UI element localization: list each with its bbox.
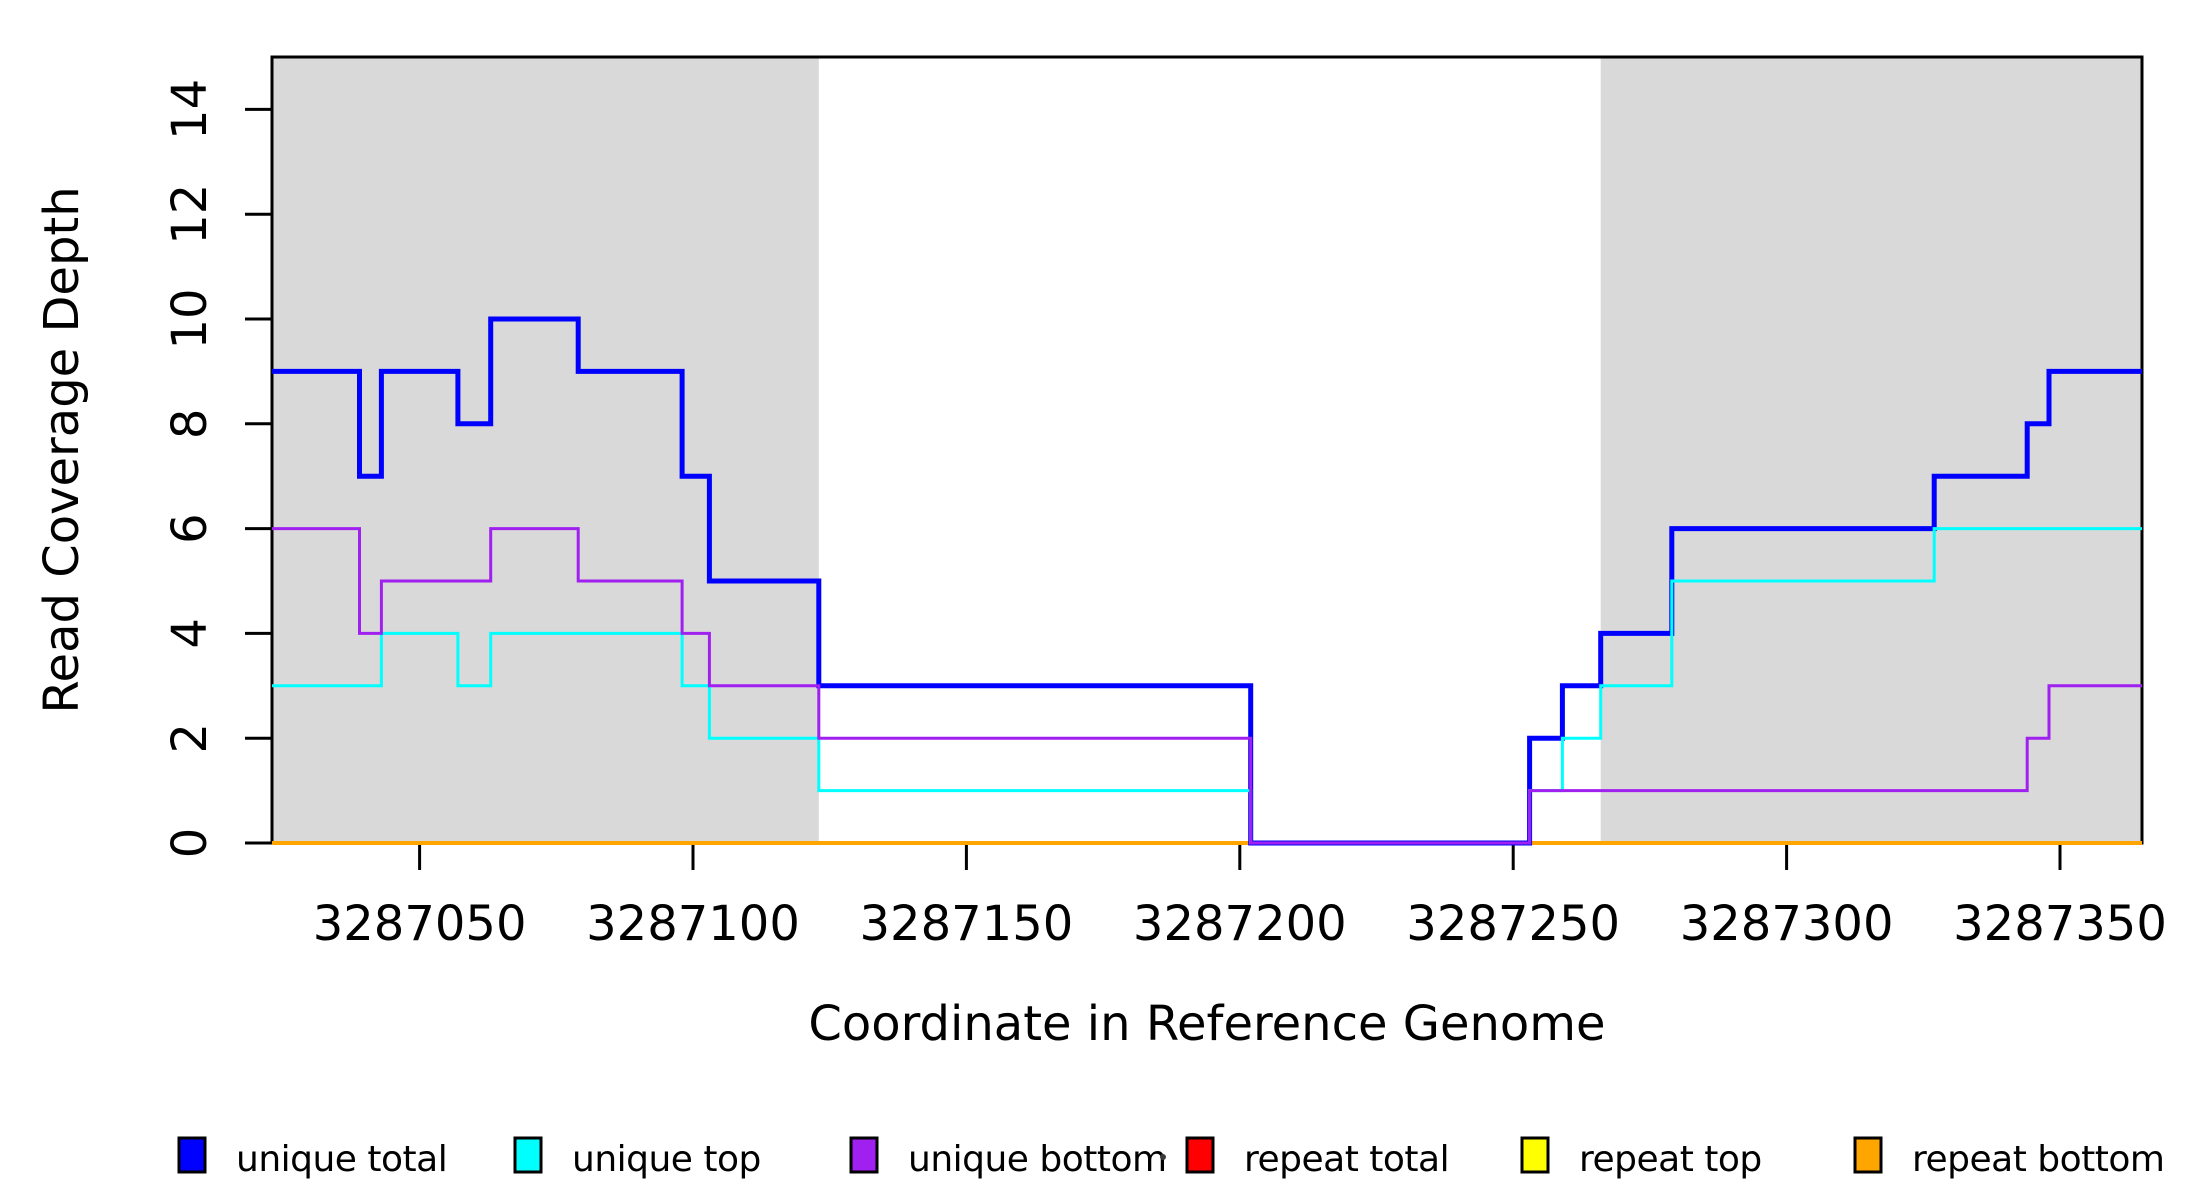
- y-tick-label: 6: [162, 513, 218, 544]
- y-tick-label: 2: [162, 723, 218, 754]
- y-tick-label: 12: [162, 184, 218, 245]
- x-tick-label: 3287100: [586, 896, 800, 952]
- legend-swatch-unique-top: [513, 1136, 543, 1174]
- x-tick-label: 3287250: [1406, 896, 1620, 952]
- legend-swatch-repeat-top: [1520, 1136, 1550, 1174]
- x-tick-label: 3287350: [1953, 896, 2167, 952]
- y-tick-label: 10: [162, 288, 218, 349]
- x-tick-label: 3287300: [1680, 896, 1894, 952]
- y-axis-title: Read Coverage Depth: [34, 186, 90, 713]
- legend-swatch-repeat-total: [1185, 1136, 1215, 1174]
- legend: unique total unique top unique bottom repea…: [177, 1136, 2165, 1180]
- series-line-unique-top: [272, 527, 2142, 845]
- legend-label: unique top: [572, 1139, 761, 1180]
- y-tick-label: 4: [162, 618, 218, 649]
- annotations: [1160, 1154, 1166, 1160]
- x-tick-label: 3287150: [860, 896, 1074, 952]
- x-tick-label: 3287200: [1133, 896, 1347, 952]
- series-line-unique-total: [272, 316, 2142, 846]
- y-tick-label: 8: [162, 409, 218, 440]
- x-axis-title: Coordinate in Reference Genome: [808, 996, 1605, 1052]
- legend-label: repeat top: [1579, 1139, 1762, 1180]
- y-tick-label: 14: [162, 79, 218, 140]
- shaded-region: [272, 57, 819, 843]
- x-tick-label: 3287050: [313, 896, 527, 952]
- legend-label: unique bottom: [908, 1139, 1167, 1180]
- shaded-region: [1600, 57, 2142, 843]
- legend-swatch-unique-bottom: [849, 1136, 879, 1174]
- legend-swatch-repeat-bottom: [1853, 1136, 1883, 1174]
- legend-label: unique total: [236, 1139, 447, 1180]
- legend-swatch-unique-total: [177, 1136, 207, 1174]
- stray-mark: [1160, 1154, 1166, 1160]
- series-lines: [272, 316, 2142, 846]
- axes: 3287050 3287100 3287150 3287200 3287250 32873…: [162, 79, 2167, 952]
- legend-label: repeat total: [1244, 1139, 1449, 1180]
- series-line-unique-bottom: [272, 527, 2142, 845]
- y-tick-label: 0: [162, 828, 218, 859]
- shaded-repeat-regions: [272, 57, 2142, 843]
- legend-label: repeat bottom: [1912, 1139, 2164, 1180]
